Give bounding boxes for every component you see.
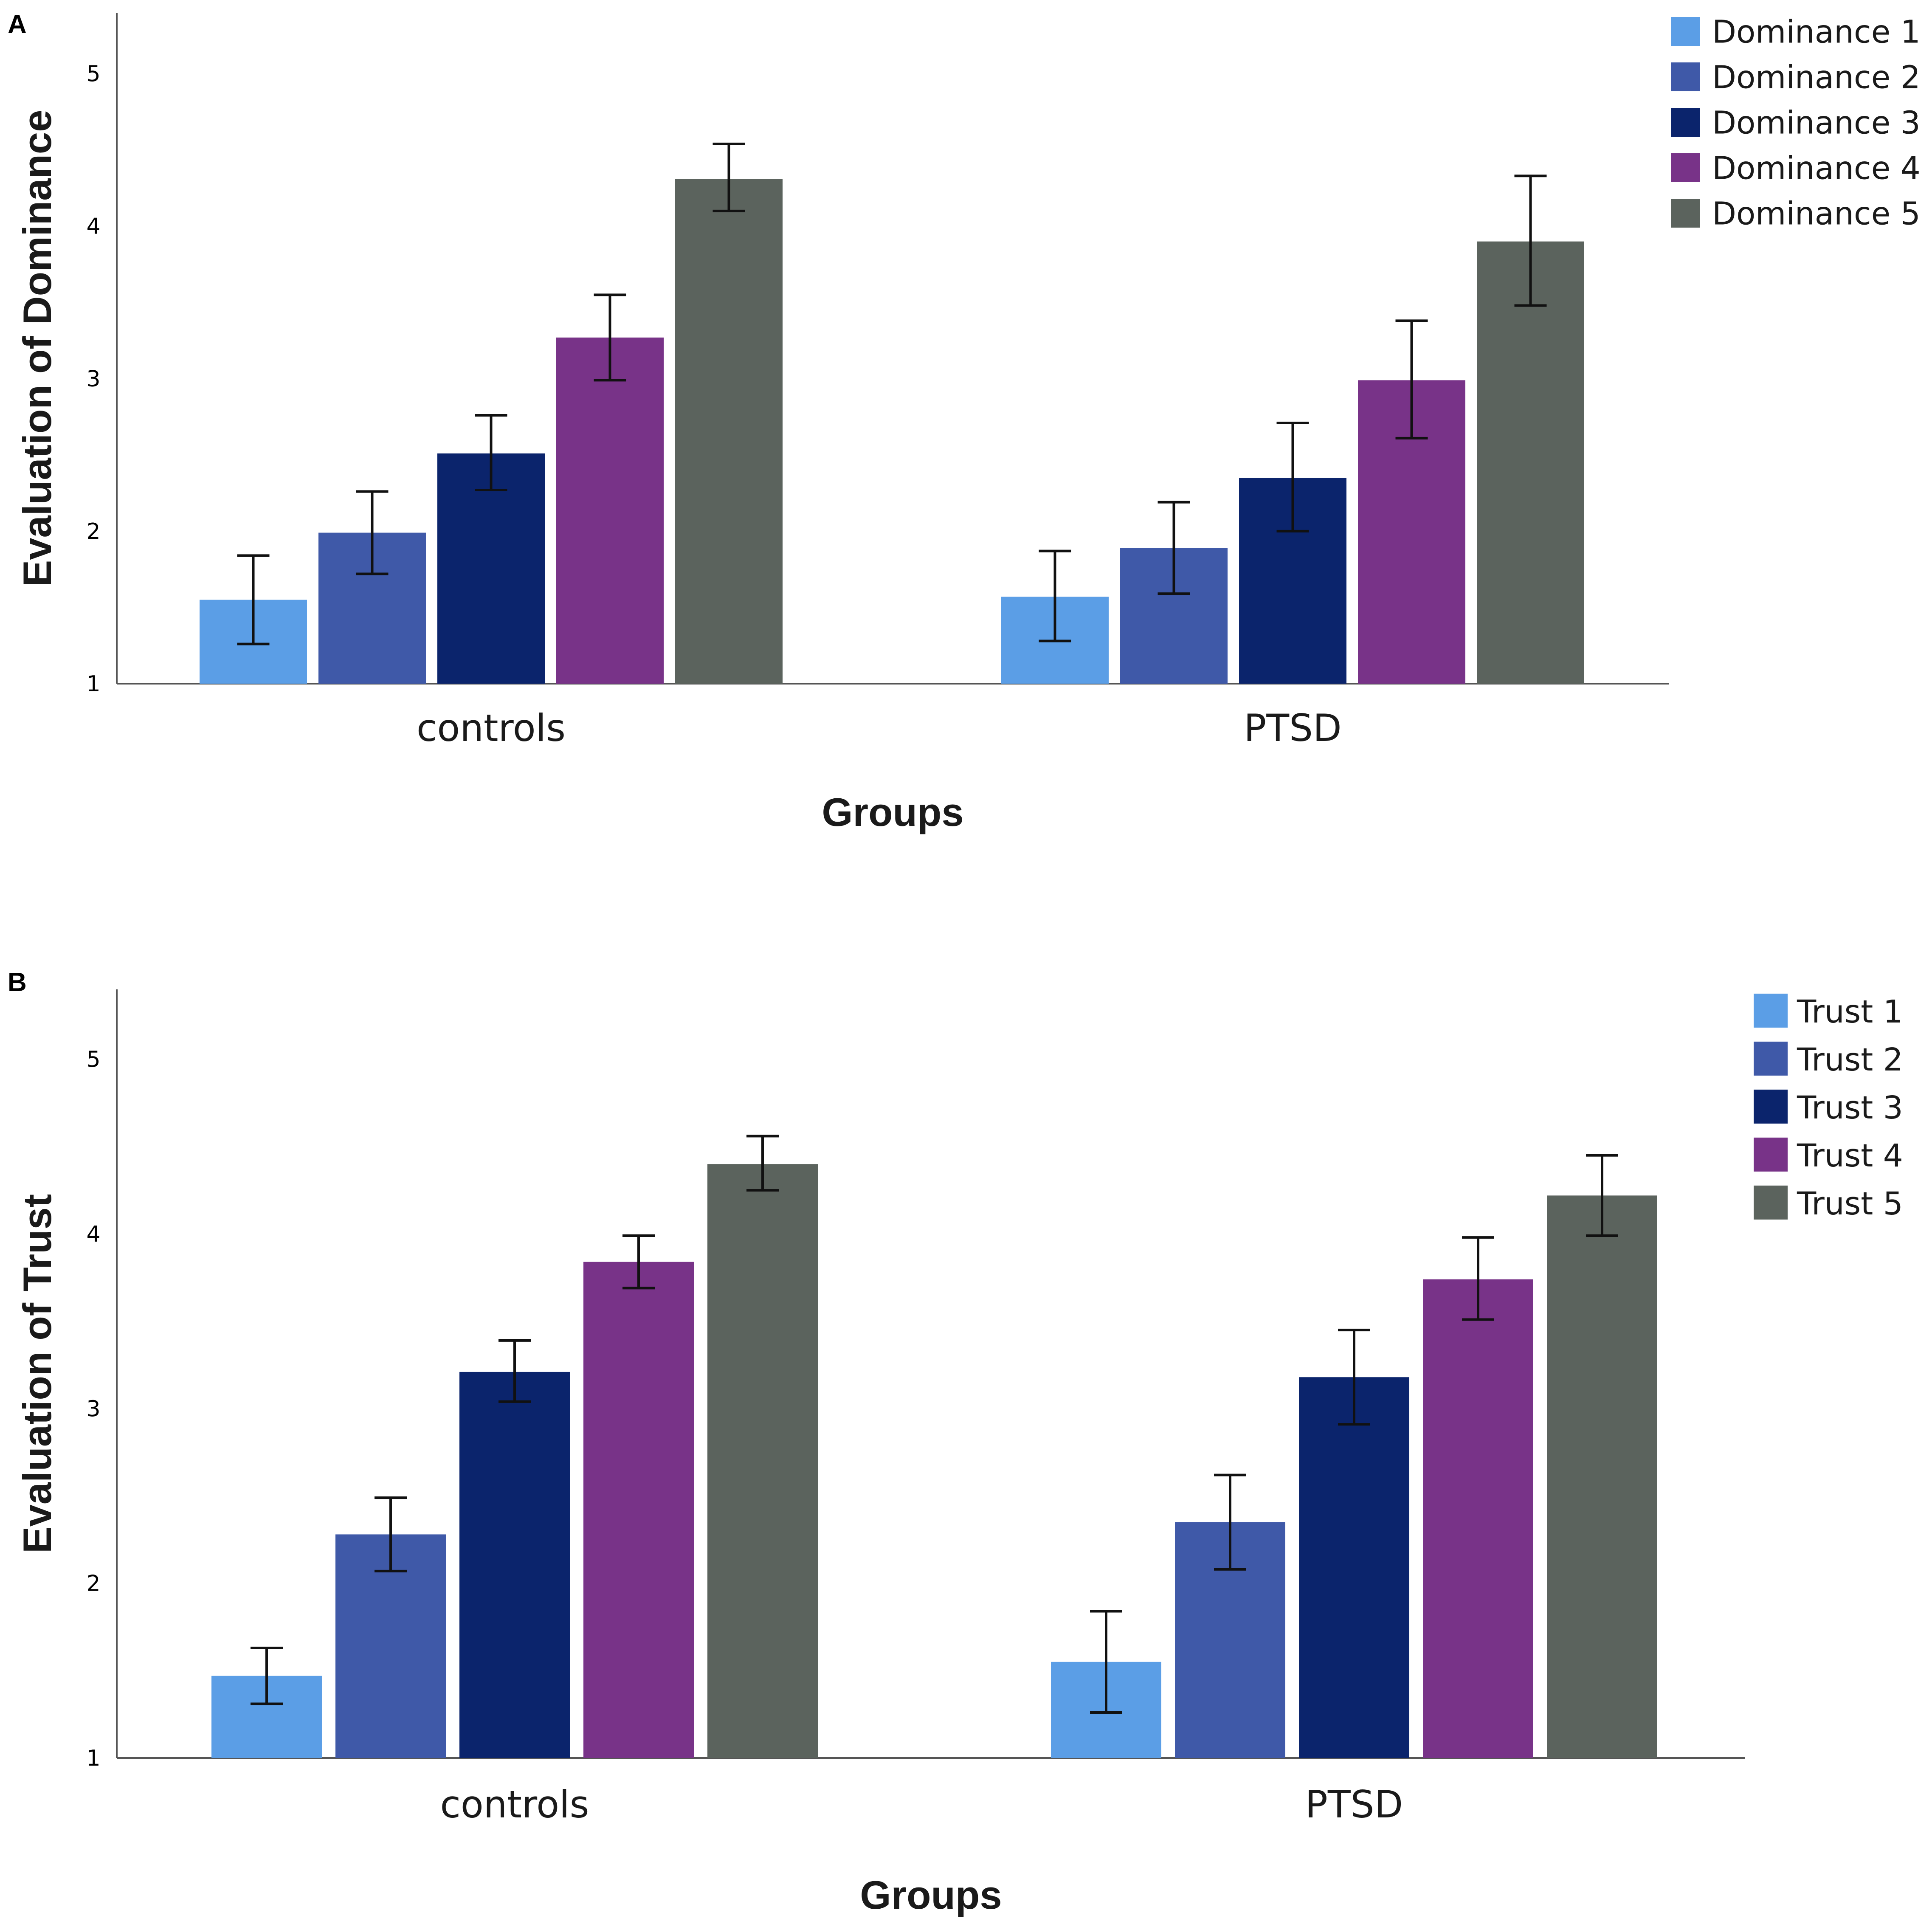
legend-label: Dominance 2 [1712, 59, 1921, 96]
y-tick-label: 5 [86, 1047, 100, 1073]
y-tick-label: 3 [86, 366, 100, 392]
error-bar [251, 1646, 283, 1705]
error-bar [1586, 1154, 1618, 1237]
y-tick-label: 2 [86, 519, 100, 544]
bar-trust-5-controls [707, 1164, 818, 1758]
error-bar [713, 142, 745, 212]
legend-swatch [1671, 153, 1700, 182]
dominance-chart: A 1 2 3 4 5 controls PTSD Dominance 1 Dominance… [8, 10, 1921, 834]
legend-swatch [1754, 1186, 1788, 1220]
legend-item: Trust 3 [1754, 1090, 1903, 1126]
panel-label: B [8, 968, 27, 997]
error-bar [1158, 501, 1190, 595]
y-tick-label: 4 [86, 214, 100, 239]
error-bar [1514, 175, 1547, 307]
category-label: PTSD [1244, 706, 1341, 750]
legend-item: Dominance 5 [1671, 196, 1921, 232]
x-axis-title: Groups [822, 790, 963, 834]
y-axis-title: Evaluation of Trust [15, 1194, 59, 1553]
bar-dominance-4-controls [556, 337, 664, 684]
legend-label: Dominance 3 [1712, 105, 1921, 141]
y-tick-label: 1 [86, 671, 100, 697]
bar-trust-3-ptsd [1299, 1377, 1409, 1758]
dominance-chart-panel: A 1 2 3 4 5 controls PTSD Dominance 1 Dominance… [0, 0, 1932, 913]
legend-label: Dominance 1 [1712, 14, 1921, 51]
error-bar [1039, 549, 1071, 642]
y-tick-label: 1 [86, 1746, 100, 1771]
error-bar [1338, 1329, 1370, 1426]
legend-item: Trust 4 [1754, 1138, 1903, 1174]
y-tick-label: 5 [86, 62, 100, 87]
bar-trust-4-controls [583, 1262, 694, 1758]
legend-swatch [1671, 62, 1700, 91]
legend-swatch [1754, 1138, 1788, 1172]
legend-item: Dominance 1 [1671, 14, 1921, 51]
legend-item: Dominance 2 [1671, 59, 1921, 96]
legend-swatch [1754, 1090, 1788, 1124]
bar-trust-3-controls [459, 1372, 570, 1758]
bar-trust-4-ptsd [1423, 1279, 1533, 1758]
bar-dominance-5-ptsd [1477, 241, 1584, 684]
error-bar [237, 554, 270, 645]
x-axis-title: Groups [860, 1873, 1002, 1917]
legend-swatch [1671, 17, 1700, 46]
category-label: controls [417, 706, 566, 750]
bar-dominance-3-controls [437, 453, 545, 684]
legend-item: Trust 1 [1754, 994, 1903, 1030]
error-bar [475, 414, 507, 491]
legend-item: Trust 2 [1754, 1042, 1903, 1078]
legend-swatch [1754, 1042, 1788, 1076]
legend-item: Trust 5 [1754, 1186, 1903, 1222]
legend-label: Trust 4 [1797, 1138, 1903, 1174]
legend-item: Dominance 3 [1671, 105, 1921, 141]
error-bar [356, 490, 389, 575]
legend-swatch [1671, 108, 1700, 137]
category-label: PTSD [1305, 1783, 1403, 1826]
y-axis-title: Evaluation of Dominance [15, 110, 59, 587]
error-bar [498, 1339, 531, 1403]
legend-swatch [1754, 994, 1788, 1028]
y-tick-label: 2 [86, 1571, 100, 1597]
error-bar [1090, 1610, 1122, 1714]
panel-label: A [8, 10, 27, 39]
legend-item: Dominance 4 [1671, 150, 1921, 187]
legend-label: Trust 2 [1797, 1042, 1903, 1078]
trust-chart-panel: B 1 2 3 4 5 controls PTSD Trust 1 Trust 2 Trust … [0, 955, 1932, 1924]
error-bar [594, 293, 626, 382]
error-bar [1462, 1236, 1494, 1321]
trust-chart: B 1 2 3 4 5 controls PTSD Trust 1 Trust 2 Trust … [8, 968, 1903, 1917]
legend-swatch [1671, 199, 1700, 228]
error-bar [622, 1234, 655, 1290]
error-bar [746, 1135, 779, 1192]
category-label: controls [440, 1783, 589, 1826]
bar-dominance-5-controls [675, 179, 783, 684]
error-bar [1276, 421, 1309, 532]
error-bar [1395, 319, 1428, 439]
legend-label: Trust 3 [1797, 1090, 1903, 1126]
error-bar [1214, 1473, 1246, 1571]
error-bar [375, 1496, 407, 1572]
legend-label: Trust 1 [1797, 994, 1903, 1030]
y-tick-label: 4 [86, 1222, 100, 1247]
legend-label: Dominance 5 [1712, 196, 1921, 232]
y-tick-label: 3 [86, 1396, 100, 1422]
legend-label: Trust 5 [1797, 1186, 1903, 1222]
bar-trust-5-ptsd [1547, 1195, 1657, 1758]
legend-label: Dominance 4 [1712, 150, 1921, 187]
